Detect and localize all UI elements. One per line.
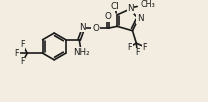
Text: N: N [137, 14, 144, 23]
Text: CH₃: CH₃ [141, 0, 156, 9]
Text: N: N [127, 4, 134, 13]
Text: NH₂: NH₂ [73, 48, 89, 57]
Text: F: F [20, 40, 25, 49]
Text: F: F [20, 57, 25, 66]
Text: N: N [79, 23, 85, 32]
Text: O: O [92, 24, 99, 33]
Text: O: O [104, 12, 111, 21]
Text: F: F [15, 49, 19, 58]
Text: F: F [143, 43, 147, 52]
Text: Cl: Cl [111, 2, 120, 11]
Text: F: F [135, 48, 140, 57]
Text: F: F [127, 43, 132, 52]
